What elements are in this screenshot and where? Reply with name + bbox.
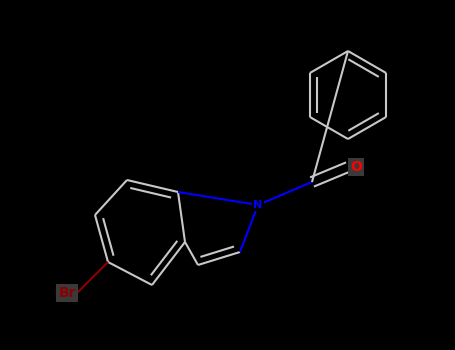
Text: N: N <box>253 200 263 210</box>
Text: Br: Br <box>58 286 76 300</box>
Text: O: O <box>350 160 362 174</box>
